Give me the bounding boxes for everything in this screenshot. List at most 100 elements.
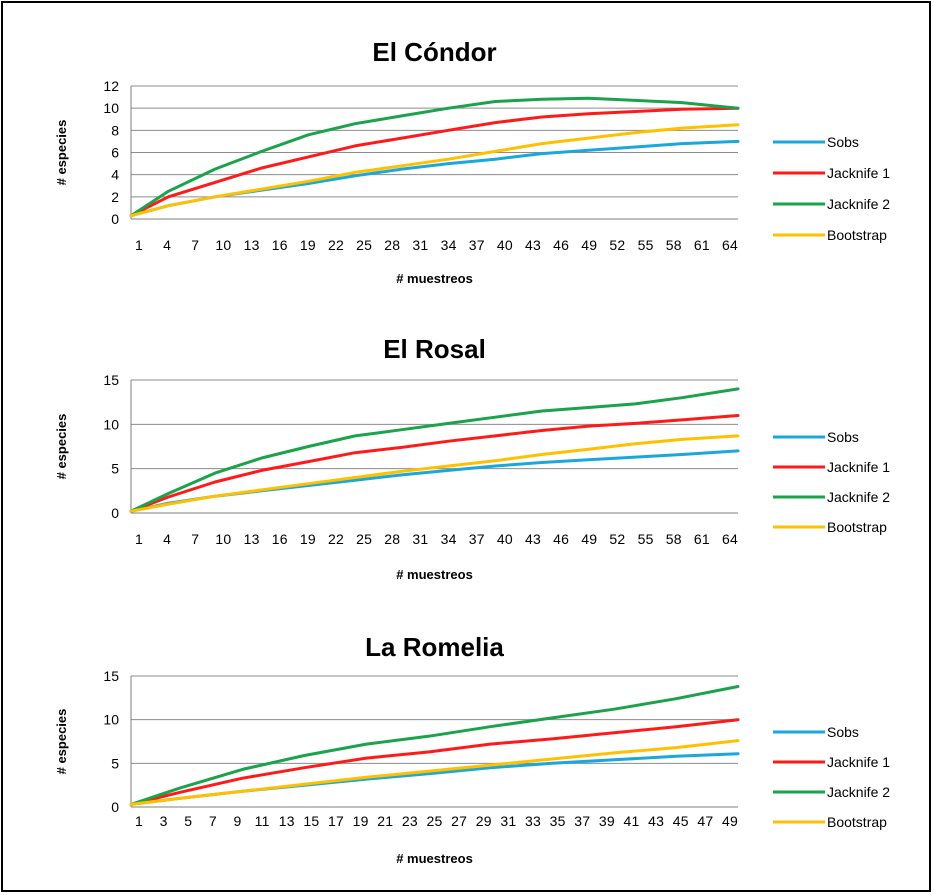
x-tick-label: 25 [427, 813, 443, 829]
series-line-bootstrap [129, 123, 740, 218]
x-tick-label: 3 [160, 813, 168, 829]
series-line-jacknife-2 [129, 685, 740, 806]
legend-label: Jacknife 1 [827, 165, 890, 181]
legend-label: Bootstrap [827, 519, 887, 535]
x-tick-label: 10 [215, 237, 231, 253]
x-tick-label: 49 [581, 237, 597, 253]
x-tick-label: 16 [272, 237, 288, 253]
x-tick-label: 52 [609, 531, 625, 547]
x-tick-label: 22 [328, 531, 344, 547]
x-tick-label: 49 [722, 813, 738, 829]
x-tick-label: 19 [300, 531, 316, 547]
x-tick-label: 58 [666, 531, 682, 547]
x-axis-label: # muestreos [396, 567, 473, 582]
y-tick-label: 10 [103, 712, 119, 728]
y-tick-label: 5 [111, 461, 119, 477]
x-tick-label: 28 [384, 237, 400, 253]
legend-label: Jacknife 2 [827, 196, 890, 212]
x-tick-label: 23 [402, 813, 418, 829]
x-tick-label: 43 [648, 813, 664, 829]
series-line-bootstrap [129, 434, 740, 513]
x-tick-label: 4 [163, 531, 171, 547]
y-axis-label: # especies [54, 709, 69, 775]
x-tick-label: 7 [191, 531, 199, 547]
legend-label: Jacknife 2 [827, 784, 890, 800]
x-tick-label: 40 [497, 531, 513, 547]
y-tick-label: 15 [103, 372, 119, 388]
y-tick-label: 0 [111, 211, 119, 227]
x-tick-label: 55 [638, 237, 654, 253]
y-tick-label: 4 [111, 167, 119, 183]
y-tick-label: 8 [111, 122, 119, 138]
chart-title: El Rosal [383, 334, 486, 364]
x-tick-label: 1 [135, 237, 143, 253]
x-tick-label: 37 [469, 531, 485, 547]
y-tick-label: 2 [111, 189, 119, 205]
x-tick-label: 52 [609, 237, 625, 253]
x-tick-label: 28 [384, 531, 400, 547]
series-line-jacknife-1 [129, 106, 740, 218]
x-tick-label: 34 [441, 237, 457, 253]
legend-label: Sobs [827, 429, 859, 445]
chart-title: La Romelia [365, 632, 504, 662]
x-tick-label: 19 [353, 813, 369, 829]
y-tick-label: 0 [111, 799, 119, 815]
x-axis-label: # muestreos [396, 851, 473, 866]
x-tick-label: 27 [451, 813, 467, 829]
x-tick-label: 64 [722, 237, 738, 253]
x-tick-label: 10 [215, 531, 231, 547]
y-tick-label: 15 [103, 668, 119, 684]
y-tick-label: 5 [111, 755, 119, 771]
x-tick-label: 49 [581, 531, 597, 547]
x-tick-label: 37 [574, 813, 590, 829]
y-tick-label: 6 [111, 145, 119, 161]
x-tick-label: 33 [525, 813, 541, 829]
y-axis-label: # especies [54, 414, 69, 480]
legend-label: Sobs [827, 724, 859, 740]
x-tick-label: 34 [441, 531, 457, 547]
x-tick-label: 15 [303, 813, 319, 829]
legend-label: Jacknife 1 [827, 459, 890, 475]
x-tick-label: 41 [624, 813, 640, 829]
series-line-jacknife-2 [129, 387, 740, 513]
x-tick-label: 29 [476, 813, 492, 829]
legend-label: Bootstrap [827, 814, 887, 830]
series-line-sobs [129, 752, 740, 806]
y-axis-label: # especies [54, 120, 69, 186]
y-tick-label: 10 [103, 416, 119, 432]
x-tick-label: 45 [673, 813, 689, 829]
x-tick-label: 5 [184, 813, 192, 829]
legend-label: Bootstrap [827, 227, 887, 243]
x-tick-label: 1 [135, 813, 143, 829]
x-tick-label: 7 [209, 813, 217, 829]
legend-label: Jacknife 2 [827, 489, 890, 505]
x-tick-label: 43 [525, 531, 541, 547]
series-line-jacknife-1 [129, 414, 740, 513]
series-line-jacknife-2 [129, 96, 740, 218]
x-tick-label: 17 [328, 813, 344, 829]
x-tick-label: 25 [356, 531, 372, 547]
x-tick-label: 46 [553, 531, 569, 547]
x-tick-label: 13 [244, 237, 260, 253]
x-tick-label: 47 [697, 813, 713, 829]
x-tick-label: 19 [300, 237, 316, 253]
x-tick-label: 31 [500, 813, 516, 829]
x-tick-label: 13 [279, 813, 295, 829]
x-tick-label: 40 [497, 237, 513, 253]
series-line-bootstrap [129, 739, 740, 806]
x-tick-label: 35 [550, 813, 566, 829]
x-tick-label: 39 [599, 813, 615, 829]
x-tick-label: 22 [328, 237, 344, 253]
x-tick-label: 61 [694, 531, 710, 547]
x-tick-label: 58 [666, 237, 682, 253]
x-tick-label: 9 [234, 813, 242, 829]
y-tick-label: 10 [103, 100, 119, 116]
x-tick-label: 7 [191, 237, 199, 253]
series-line-jacknife-1 [129, 718, 740, 806]
x-axis-label: # muestreos [396, 271, 473, 286]
y-tick-label: 0 [111, 505, 119, 521]
x-tick-label: 11 [255, 813, 270, 829]
x-tick-label: 43 [525, 237, 541, 253]
